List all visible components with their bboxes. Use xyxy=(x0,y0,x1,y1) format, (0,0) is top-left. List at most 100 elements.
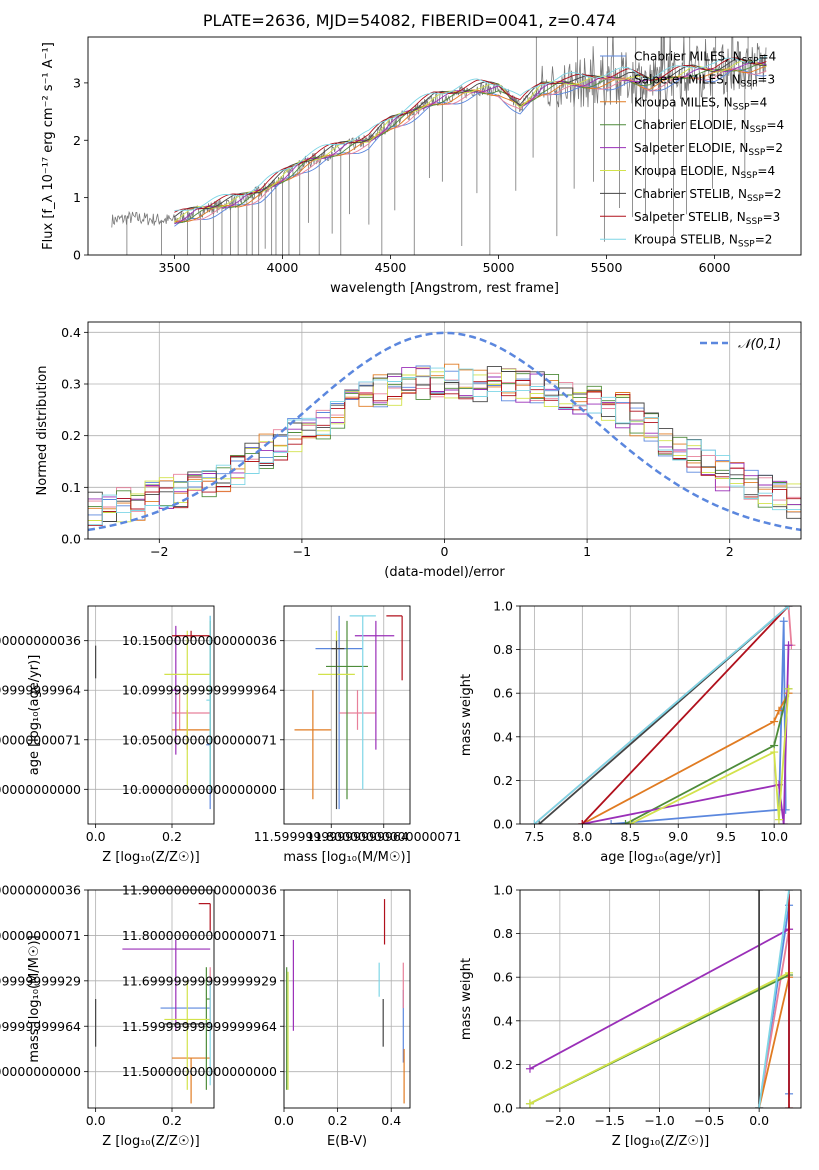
y-tick-label: 10.05000000000000071 xyxy=(0,732,81,747)
residual-histogram xyxy=(88,367,801,526)
weight-line xyxy=(529,971,790,1105)
y-tick-label: 0.2 xyxy=(61,428,81,443)
y-tick-label: 0.1 xyxy=(61,480,81,495)
y-axis-label: Flux [f_λ 10⁻¹⁷ erg cm⁻² s⁻¹ A⁻¹] xyxy=(41,42,56,250)
y-tick-label: 11.90000000000000036 xyxy=(0,883,81,898)
x-tick-label: 8.5 xyxy=(620,829,640,844)
x-tick-label: 11.59999999999999964 xyxy=(254,829,409,844)
weight-line xyxy=(758,890,790,1108)
y-tick-label: 2 xyxy=(73,133,81,148)
y-tick-label: 0.0 xyxy=(493,817,513,832)
axes-frame xyxy=(87,36,802,256)
residual-histogram xyxy=(88,366,801,522)
legend-label: Kroupa MILES, NSSP=4 xyxy=(634,95,767,112)
axes-frame xyxy=(519,605,802,825)
x-tick-label: 0.4 xyxy=(381,1113,401,1128)
x-axis-label: Z [log₁₀(Z/Z☉)] xyxy=(102,1134,199,1149)
y-tick-label: 0.6 xyxy=(493,686,513,701)
y-tick-label: 11.69999999999999929 xyxy=(0,973,81,988)
x-tick-label: 7.5 xyxy=(524,829,544,844)
axes-frame xyxy=(87,605,215,825)
y-axis-label: mass [log₁₀(M/M☉)] xyxy=(27,935,42,1062)
age_vs_Z-panel: 0.0 0.2 10.00000000000000000 10.05000000000… xyxy=(0,605,215,865)
x-tick-label: 4500 xyxy=(375,260,407,275)
y-tick-label: 0.8 xyxy=(493,926,513,941)
y-tick-label: 10.09999999999999964 xyxy=(0,683,81,698)
axes-frame xyxy=(283,889,411,1109)
x-tick-label: 4000 xyxy=(267,260,299,275)
age_vs_mass-plot xyxy=(294,615,403,810)
y-tick-label: 11.50000000000000000 xyxy=(122,1064,277,1079)
x-tick-label: 5000 xyxy=(483,260,515,275)
model-spectrum-line xyxy=(174,60,767,222)
legend-label: Salpeter MILES, NSSP=3 xyxy=(634,72,775,89)
y-tick-label: 10.09999999999999964 xyxy=(122,683,277,698)
age_vs_Z-plot xyxy=(95,615,211,810)
x-tick-label: 0.0 xyxy=(749,1113,769,1128)
axes-frame xyxy=(87,321,802,540)
weight-line xyxy=(758,976,790,1108)
x-tick-label: 6000 xyxy=(699,260,731,275)
weight_vs_Z-panel: −2.0 −1.5 −1.0 −0.5 0.0 0.0 0.2 0.4 0.6 0.8 1.0 Z [… xyxy=(459,883,802,1149)
y-tick-label: 11.59999999999999964 xyxy=(0,1019,81,1034)
weight-line xyxy=(529,928,790,1070)
x-axis-label: Z [log₁₀(Z/Z☉)] xyxy=(612,1134,709,1149)
y-tick-label: 10.05000000000000071 xyxy=(122,732,277,747)
y-tick-label: 11.80000000000000071 xyxy=(0,928,81,943)
y-tick-label: 1.0 xyxy=(493,599,513,614)
weight-line xyxy=(581,692,790,824)
x-tick-label: 11.80000000000000071 xyxy=(306,829,461,844)
page-title: PLATE=2636, MJD=54082, FIBERID=0041, z=0… xyxy=(202,11,617,30)
x-tick-label: 5500 xyxy=(591,260,623,275)
axes-frame xyxy=(87,889,215,1109)
spectrum-plot xyxy=(111,37,767,255)
x-tick-label: 0.2 xyxy=(162,1113,182,1128)
x-tick-label: −2 xyxy=(150,544,168,559)
legend-label: 𝒩(0,1) xyxy=(738,337,781,352)
x-tick-label: 0.0 xyxy=(274,1113,294,1128)
legend-label: Chabrier STELIB, NSSP=2 xyxy=(634,187,782,204)
y-tick-label: 11.50000000000000000 xyxy=(0,1064,81,1079)
axes-frame xyxy=(519,889,802,1109)
x-tick-label: −1.0 xyxy=(644,1113,674,1128)
model-spectrum-line xyxy=(174,58,767,218)
residuals-panel: −2 −1 0 1 2 0.0 0.1 0.2 0.3 0.4 (data-model)/error… xyxy=(35,321,802,580)
y-tick-label: 1.0 xyxy=(493,883,513,898)
x-tick-label: 2 xyxy=(726,544,734,559)
age_vs_mass-panel: 11.5999999999999996411.80000000000000071… xyxy=(122,605,461,865)
y-axis-label: mass weight xyxy=(459,674,474,756)
x-tick-label: 0.0 xyxy=(86,829,106,844)
y-tick-label: 0.3 xyxy=(61,377,81,392)
mass_vs_ebv-plot xyxy=(286,899,405,1104)
y-tick-label: 0.4 xyxy=(493,729,513,744)
weight_vs_Z-plot xyxy=(525,890,794,1108)
x-tick-label: −1 xyxy=(293,544,311,559)
legend-label: Chabrier ELODIE, NSSP=4 xyxy=(634,118,784,135)
x-tick-label: 0 xyxy=(441,544,449,559)
y-tick-label: 0.6 xyxy=(493,970,513,985)
y-tick-label: 0.4 xyxy=(493,1013,513,1028)
x-tick-label: 0.0 xyxy=(86,1113,106,1128)
y-tick-label: 10.00000000000000000 xyxy=(122,782,277,797)
weight-line xyxy=(629,688,790,824)
x-tick-label: 8.0 xyxy=(572,829,592,844)
mass_vs_ebv-panel: 0.0 0.2 0.4 11.50000000000000000 11.59999999… xyxy=(122,883,411,1149)
x-tick-label: 9.0 xyxy=(668,829,688,844)
legend-label: Kroupa STELIB, NSSP=2 xyxy=(634,233,772,250)
x-axis-label: mass [log₁₀(M/M☉)] xyxy=(283,850,410,865)
x-tick-label: 0.2 xyxy=(328,1113,348,1128)
legend-label: Chabrier MILES, NSSP=4 xyxy=(634,50,776,67)
model-spectrum-line xyxy=(174,56,767,212)
y-tick-label: 0.0 xyxy=(493,1101,513,1116)
y-tick-label: 0.2 xyxy=(493,773,513,788)
x-tick-label: −1.5 xyxy=(595,1113,625,1128)
legend-label: Kroupa ELODIE, NSSP=4 xyxy=(634,164,775,181)
x-tick-label: 1 xyxy=(583,544,591,559)
x-tick-label: −0.5 xyxy=(694,1113,724,1128)
residual-histogram xyxy=(88,375,801,526)
y-tick-label: 0.8 xyxy=(493,642,513,657)
x-tick-label: −2.0 xyxy=(545,1113,575,1128)
x-axis-label: wavelength [Angstrom, rest frame] xyxy=(330,281,559,296)
x-tick-label: 3500 xyxy=(159,260,191,275)
